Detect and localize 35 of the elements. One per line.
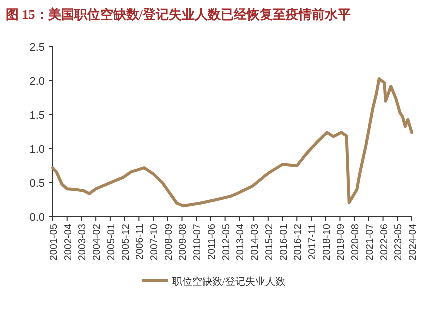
x-tick-label: 2010-07 <box>192 224 204 261</box>
x-tick-label: 2021-07 <box>364 224 376 261</box>
y-tick-label: 0.0 <box>30 212 45 224</box>
legend-label: 职位空缺数/登记失业人数 <box>172 276 286 288</box>
y-tick-label: 2.5 <box>30 42 45 54</box>
x-tick-label: 2016-12 <box>293 224 304 261</box>
x-tick-label: 2019-09 <box>336 224 348 261</box>
x-tick-label: 2016-01 <box>278 224 290 261</box>
x-tick-label: 2013-04 <box>236 224 247 261</box>
x-tick-label: 2023-05 <box>394 224 405 261</box>
y-tick-label: 2.0 <box>30 76 45 88</box>
legend-item: 职位空缺数/登记失业人数 <box>142 277 286 288</box>
y-tick-label: 0.5 <box>30 178 45 190</box>
x-tick-label: 2007-10 <box>150 224 161 261</box>
x-tick-label: 2024-04 <box>408 224 419 261</box>
x-tick-label: 2022-06 <box>379 224 390 261</box>
y-tick-label: 1.5 <box>30 110 45 122</box>
y-tick-label: 1.0 <box>30 144 45 156</box>
x-tick-label: 2005-12 <box>120 224 132 261</box>
x-tick-label: 2001-05 <box>49 224 60 261</box>
x-tick-label: 2015-02 <box>264 224 276 261</box>
x-tick-label: 2011-06 <box>206 224 218 260</box>
x-tick-label: 2014-03 <box>250 224 262 261</box>
x-tick-label: 2004-02 <box>92 224 104 261</box>
x-tick-label: 2008-09 <box>164 224 175 261</box>
x-tick-label: 2017-11 <box>307 224 318 260</box>
x-tick-label: 2002-04 <box>63 224 74 261</box>
x-tick-label: 2005-01 <box>106 224 118 261</box>
x-tick-label: 2018-10 <box>322 224 333 261</box>
x-tick-label: 2012-05 <box>221 224 232 261</box>
x-tick-label: 2009-08 <box>178 224 190 261</box>
title: 图 15：美国职位空缺数/登记失业人数已经恢复至疫情前水平 <box>6 7 351 22</box>
x-tick-label: 2003-03 <box>78 224 89 261</box>
x-tick-label: 2006-11 <box>135 224 146 260</box>
x-tick-label: 2020-08 <box>350 224 362 261</box>
